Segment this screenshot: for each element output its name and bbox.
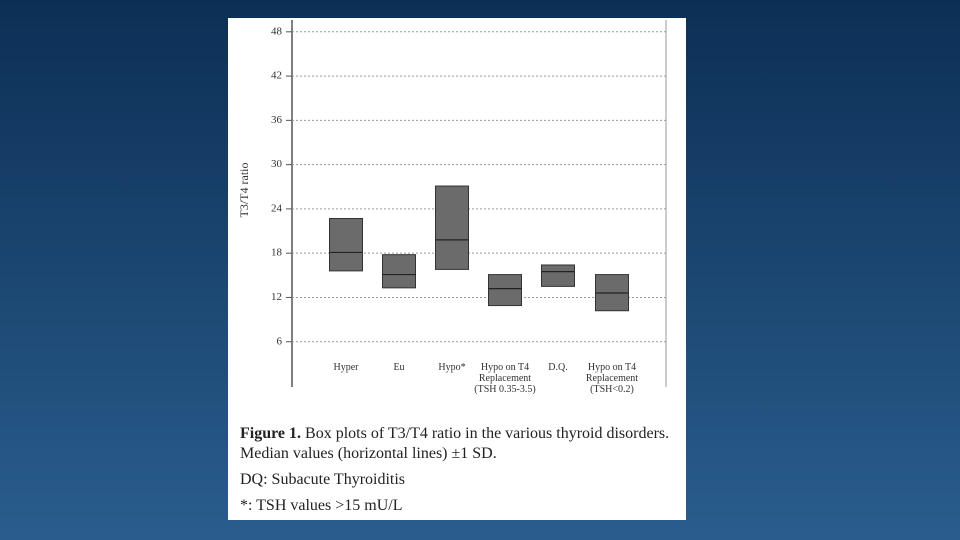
box bbox=[435, 185, 469, 270]
y-tick-label: 30 bbox=[271, 158, 283, 170]
note: DQ: Subacute Thyroiditis bbox=[240, 471, 406, 488]
x-tick-label: Hypo on T4 Replacement (TSH<0.2) bbox=[585, 362, 639, 395]
caption-label: Figure 1. bbox=[240, 425, 302, 442]
x-tick-label: Hypo* bbox=[438, 362, 466, 373]
caption-main: Figure 1. Box plots of T3/T4 ratio in th… bbox=[240, 424, 680, 464]
x-tick-label: Hyper bbox=[333, 362, 359, 373]
box bbox=[488, 274, 522, 307]
y-tick-label: 24 bbox=[271, 202, 283, 214]
box bbox=[329, 217, 363, 272]
x-tick-label: Hypo on T4 Replacement (TSH 0.35-3.5) bbox=[474, 362, 536, 395]
box bbox=[382, 254, 416, 289]
y-tick-label: 6 bbox=[277, 335, 283, 347]
y-tick-label: 36 bbox=[271, 114, 283, 126]
note: *: TSH values >15 mU/L bbox=[240, 497, 403, 514]
caption-text: Box plots of T3/T4 ratio in the various … bbox=[240, 425, 670, 462]
y-tick-label: 42 bbox=[271, 70, 282, 82]
y-tick-label: 48 bbox=[271, 25, 283, 37]
caption: Figure 1. Box plots of T3/T4 ratio in th… bbox=[240, 424, 680, 522]
y-tick-label: 18 bbox=[271, 247, 283, 259]
x-tick-label: Eu bbox=[393, 362, 405, 373]
box bbox=[541, 264, 575, 287]
x-tick-label: D.Q. bbox=[548, 362, 568, 373]
y-axis-label: T3/T4 ratio bbox=[237, 163, 251, 218]
y-tick-label: 12 bbox=[271, 291, 282, 303]
